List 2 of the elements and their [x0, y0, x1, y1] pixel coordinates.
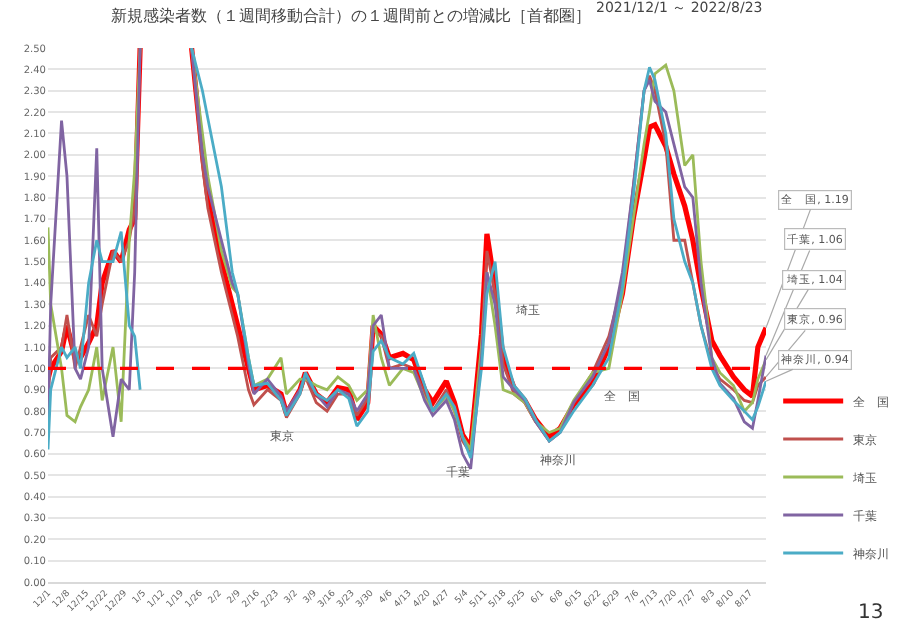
chart-title: 新規感染者数（１週間移動合計）の１週間前との増減比［首都圏］ — [110, 6, 591, 25]
text: 13 — [858, 602, 884, 624]
